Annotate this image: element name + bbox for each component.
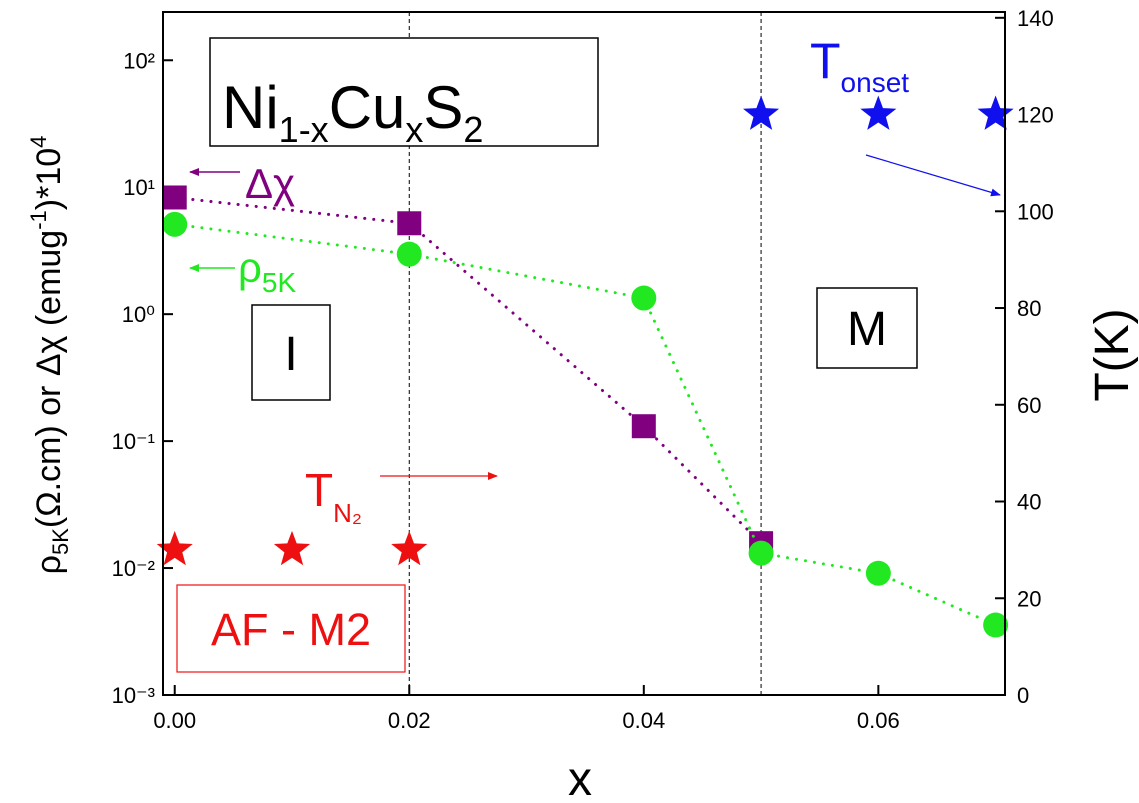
star-marker xyxy=(391,530,428,566)
plot-frame xyxy=(162,11,1006,696)
square-marker xyxy=(631,414,656,439)
region-label: I xyxy=(284,328,297,381)
region-box xyxy=(251,304,331,401)
y-tick-label: 10⁻³ xyxy=(112,683,155,708)
circle-marker xyxy=(162,211,188,237)
series-line xyxy=(173,195,763,545)
y2-tick-label: 140 xyxy=(1017,6,1054,31)
star-marker xyxy=(156,530,193,566)
y2-axis-label: T(K) xyxy=(1086,308,1139,401)
delta-chi-label: Δχ xyxy=(245,160,295,207)
y2-tick-label: 20 xyxy=(1017,586,1041,611)
y-tick-label: 10⁰ xyxy=(122,302,155,327)
t-n2-label: TN₂ xyxy=(305,464,362,528)
rho-label: ρ5K xyxy=(238,244,296,298)
arrow xyxy=(865,154,1001,197)
y-tick-label: 10⁻¹ xyxy=(112,429,155,454)
x-tick-label: 0.06 xyxy=(857,708,900,733)
square-marker xyxy=(162,185,187,210)
x-axis-label: x xyxy=(568,753,592,803)
y-axis-label: ρ5K(Ω.cm) or Δχ (emug-1)*104 xyxy=(26,136,73,575)
y-tick-label: 10⁻² xyxy=(112,556,155,581)
t-onset-label: Tonset xyxy=(810,33,909,98)
af-label: AF - M2 xyxy=(211,604,371,655)
star-marker xyxy=(977,95,1014,130)
star-marker xyxy=(273,530,311,566)
star-marker xyxy=(860,95,897,130)
y2-tick-label: 0 xyxy=(1017,683,1029,708)
formula-box xyxy=(209,37,599,147)
y-tick-label: 10² xyxy=(123,48,155,73)
x-tick-label: 0.02 xyxy=(388,708,431,733)
af-box xyxy=(176,584,406,673)
circle-marker xyxy=(983,612,1009,638)
y2-tick-label: 100 xyxy=(1017,199,1054,224)
y-tick-label: 10¹ xyxy=(123,175,155,200)
y2-tick-label: 40 xyxy=(1017,490,1041,515)
y2-tick-label: 80 xyxy=(1017,296,1041,321)
x-tick-label: 0.00 xyxy=(153,708,196,733)
star-marker xyxy=(743,95,780,130)
y2-tick-label: 60 xyxy=(1017,393,1041,418)
x-tick-label: 0.04 xyxy=(622,708,665,733)
square-marker xyxy=(397,211,422,236)
circle-marker xyxy=(396,241,422,267)
y2-tick-label: 120 xyxy=(1017,103,1054,128)
region-box xyxy=(816,287,918,369)
circle-marker xyxy=(748,540,774,566)
circle-marker xyxy=(631,285,657,311)
region-label: M xyxy=(847,303,887,356)
formula: Ni1-xCuxS2 xyxy=(222,74,483,150)
circle-marker xyxy=(865,560,891,586)
